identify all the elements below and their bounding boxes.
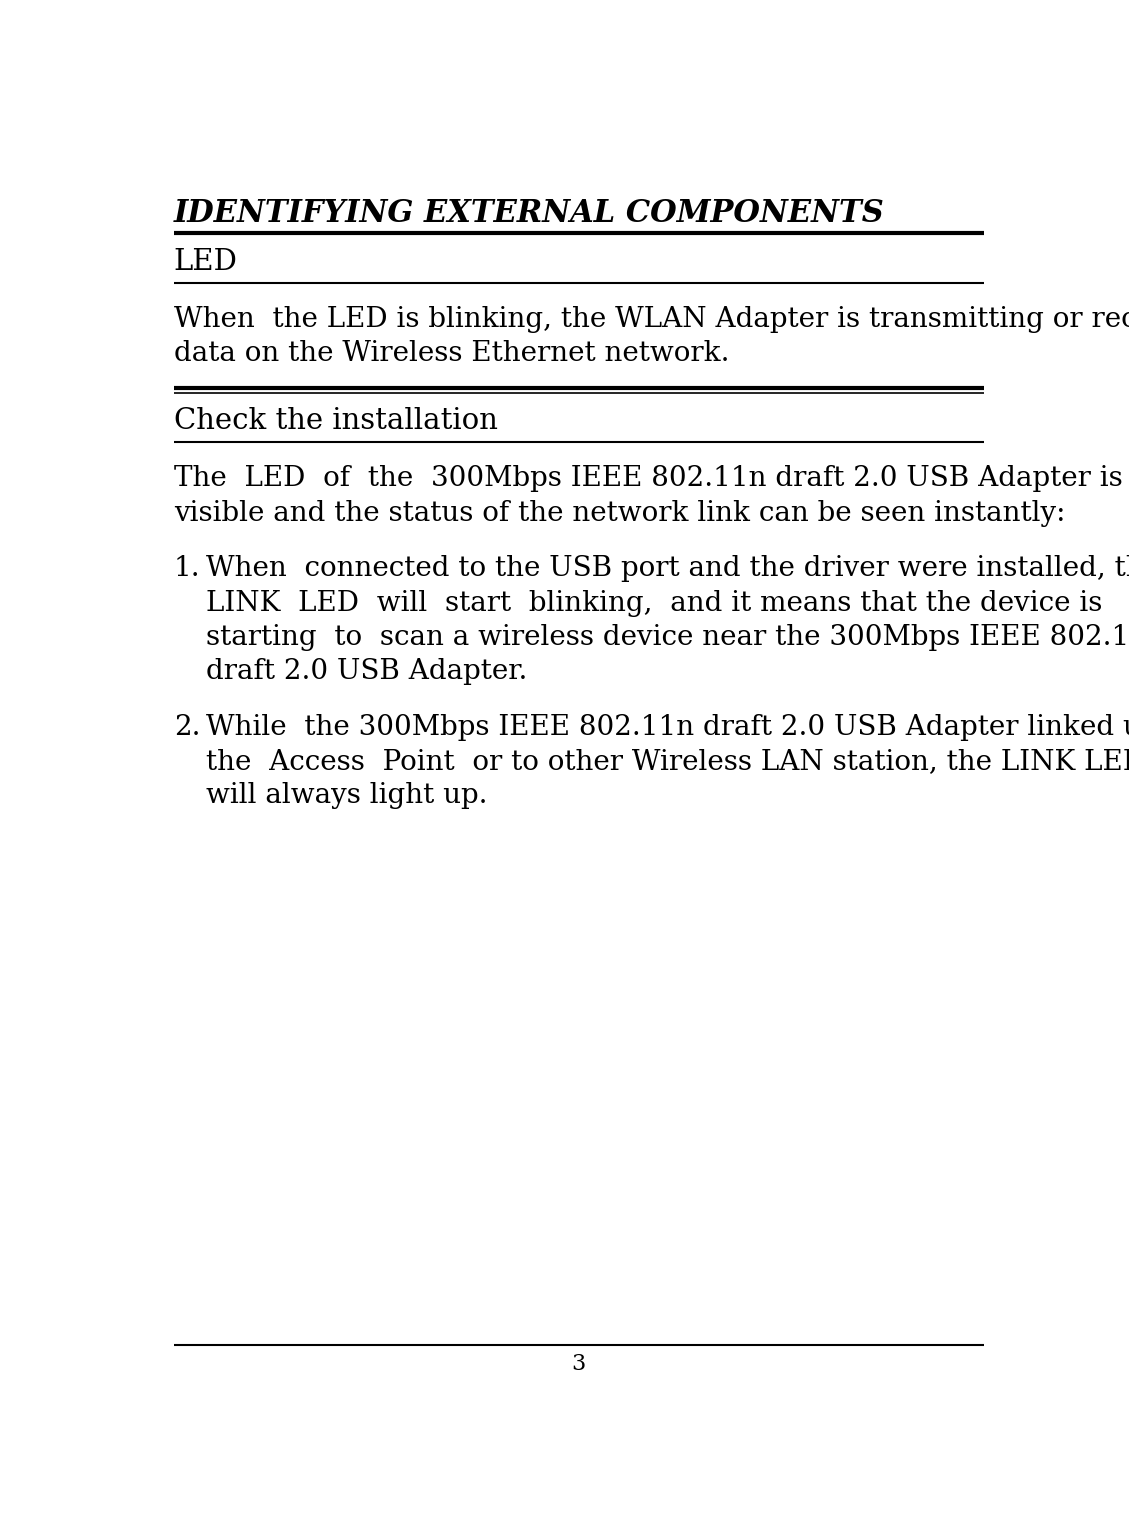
Text: LED: LED bbox=[174, 247, 237, 275]
Text: will always light up.: will always light up. bbox=[207, 782, 488, 810]
Text: Check the installation: Check the installation bbox=[174, 407, 498, 435]
Text: The  LED  of  the  300Mbps IEEE 802.11n draft 2.0 USB Adapter is clearly: The LED of the 300Mbps IEEE 802.11n draf… bbox=[174, 466, 1129, 492]
Text: 1.: 1. bbox=[174, 555, 200, 583]
Text: starting  to  scan a wireless device near the 300Mbps IEEE 802.11n: starting to scan a wireless device near … bbox=[207, 624, 1129, 650]
Text: While  the 300Mbps IEEE 802.11n draft 2.0 USB Adapter linked up to: While the 300Mbps IEEE 802.11n draft 2.0… bbox=[207, 713, 1129, 741]
Text: 2.: 2. bbox=[174, 713, 200, 741]
Text: the  Access  Point  or to other Wireless LAN station, the LINK LED: the Access Point or to other Wireless LA… bbox=[207, 749, 1129, 775]
Text: When  the LED is blinking, the WLAN Adapter is transmitting or receiving: When the LED is blinking, the WLAN Adapt… bbox=[174, 306, 1129, 334]
Text: 3: 3 bbox=[571, 1353, 586, 1374]
Text: IDENTIFYING EXTERNAL COMPONENTS: IDENTIFYING EXTERNAL COMPONENTS bbox=[174, 198, 884, 229]
Text: When  connected to the USB port and the driver were installed, the: When connected to the USB port and the d… bbox=[207, 555, 1129, 583]
Text: LINK  LED  will  start  blinking,  and it means that the device is: LINK LED will start blinking, and it mea… bbox=[207, 590, 1103, 616]
Text: visible and the status of the network link can be seen instantly:: visible and the status of the network li… bbox=[174, 500, 1065, 527]
Text: draft 2.0 USB Adapter.: draft 2.0 USB Adapter. bbox=[207, 658, 527, 686]
Text: data on the Wireless Ethernet network.: data on the Wireless Ethernet network. bbox=[174, 340, 729, 367]
